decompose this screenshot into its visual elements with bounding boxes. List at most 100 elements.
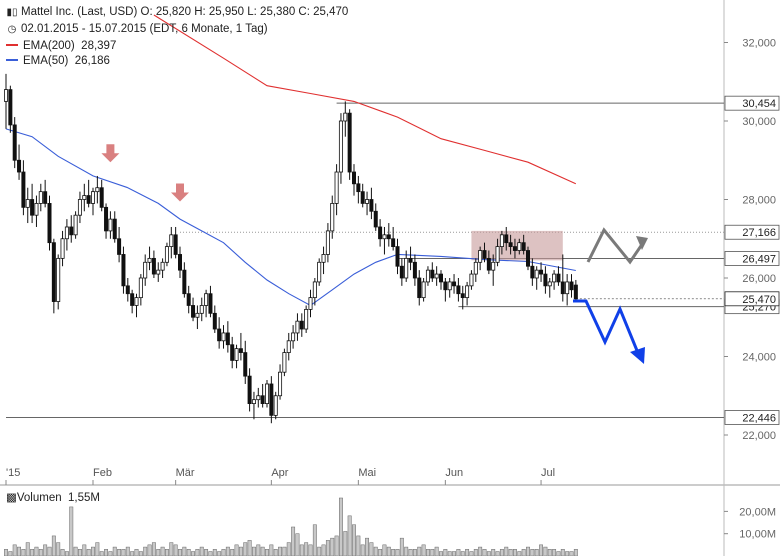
volume-bar — [569, 551, 574, 556]
volume-bar — [447, 551, 452, 556]
candle — [95, 175, 100, 204]
candle-body — [334, 171, 339, 204]
volume-bar — [138, 551, 143, 556]
candle — [291, 325, 296, 349]
candle-body — [530, 265, 535, 279]
resistance-zone — [471, 230, 563, 261]
candle — [182, 262, 187, 298]
candle-body — [164, 246, 169, 263]
candle — [21, 160, 26, 216]
volume-bar — [269, 544, 274, 556]
candle-body — [495, 246, 500, 263]
y-tick-label: 22,000 — [742, 430, 776, 442]
candle — [82, 183, 87, 212]
candle — [47, 195, 52, 251]
volume-bar — [125, 546, 130, 556]
volume-bar — [399, 537, 404, 556]
y-tick-label: 30,000 — [742, 116, 776, 128]
volume-bar — [478, 546, 483, 556]
scenario-up-arrowhead — [636, 236, 648, 250]
volume-bar — [160, 546, 165, 556]
candle-body — [526, 250, 531, 267]
candle — [64, 219, 69, 251]
ema200-line — [153, 14, 577, 185]
candle — [238, 332, 243, 361]
candle — [208, 285, 213, 318]
candle-body — [321, 254, 326, 263]
candle-body — [247, 375, 252, 405]
scenario-up-arrow — [586, 227, 647, 265]
volume-bar — [291, 526, 296, 556]
candle — [378, 219, 383, 247]
volume-bar — [99, 551, 104, 556]
volume-bar — [199, 546, 204, 556]
volume-bar — [34, 546, 39, 556]
volume-bar — [112, 546, 117, 556]
ema200-layer — [153, 14, 577, 185]
volume-bar — [295, 533, 300, 556]
candle-body — [99, 187, 104, 208]
candle-body — [108, 218, 113, 232]
candle — [373, 203, 378, 231]
candle-body — [517, 242, 522, 251]
level-label-box — [724, 224, 780, 240]
candle — [547, 278, 552, 298]
volume-bar — [238, 546, 243, 556]
volume-bar — [21, 549, 26, 556]
volume-bar — [526, 546, 530, 556]
volume-bar — [473, 549, 478, 556]
candle-body — [125, 285, 130, 295]
candle-body — [212, 312, 217, 330]
candle-body — [299, 320, 304, 330]
candle — [478, 246, 483, 271]
candle — [60, 230, 65, 267]
candle-body — [452, 281, 457, 287]
volume-bar — [421, 544, 426, 556]
candle — [38, 183, 43, 212]
candle — [347, 109, 352, 180]
candle — [443, 278, 448, 302]
candle-body — [465, 285, 470, 299]
candle-body — [456, 285, 461, 295]
candle — [317, 258, 322, 286]
volume-bar — [178, 549, 182, 556]
candle-body — [217, 328, 222, 342]
candle-body — [56, 257, 61, 302]
volume-bar — [234, 544, 239, 556]
candle — [225, 321, 230, 353]
volume-bar — [334, 535, 339, 556]
x-tick-label: Feb — [93, 467, 112, 479]
candle — [386, 223, 391, 247]
ema200-swatch — [6, 43, 18, 46]
volume-bars-icon: ▩ — [6, 492, 17, 504]
y-tick-label: 28,000 — [742, 195, 776, 207]
volume-bar — [256, 544, 261, 556]
volume-bar — [169, 542, 174, 556]
volume-bar — [439, 551, 443, 556]
volume-bar — [317, 546, 322, 556]
candle-body — [508, 242, 513, 248]
candle — [8, 85, 13, 133]
volume-bar — [173, 544, 178, 556]
volume-bar — [308, 544, 313, 556]
candle-body — [112, 218, 117, 240]
candle-body — [447, 281, 452, 291]
chart-title: Mattel Inc. (Last, USD) O: 25,820 H: 25,… — [21, 6, 349, 18]
volume-bar — [491, 549, 496, 556]
candle — [325, 223, 330, 263]
candle-body — [478, 250, 483, 263]
candle — [421, 278, 426, 302]
candle — [217, 317, 222, 349]
candle-body — [43, 191, 48, 204]
candle-body — [534, 269, 539, 279]
volume-bar — [64, 551, 69, 556]
volume-bar — [369, 542, 374, 556]
candle-body — [208, 293, 213, 314]
candle-body — [317, 261, 322, 283]
y-tick-label: 32,000 — [742, 38, 776, 50]
candle-body — [373, 210, 378, 228]
x-tick-label: Jul — [541, 467, 555, 479]
candle-body — [382, 234, 387, 240]
candle-body — [143, 261, 148, 279]
volume-panel: 10,00M 20,00M — [4, 497, 776, 556]
